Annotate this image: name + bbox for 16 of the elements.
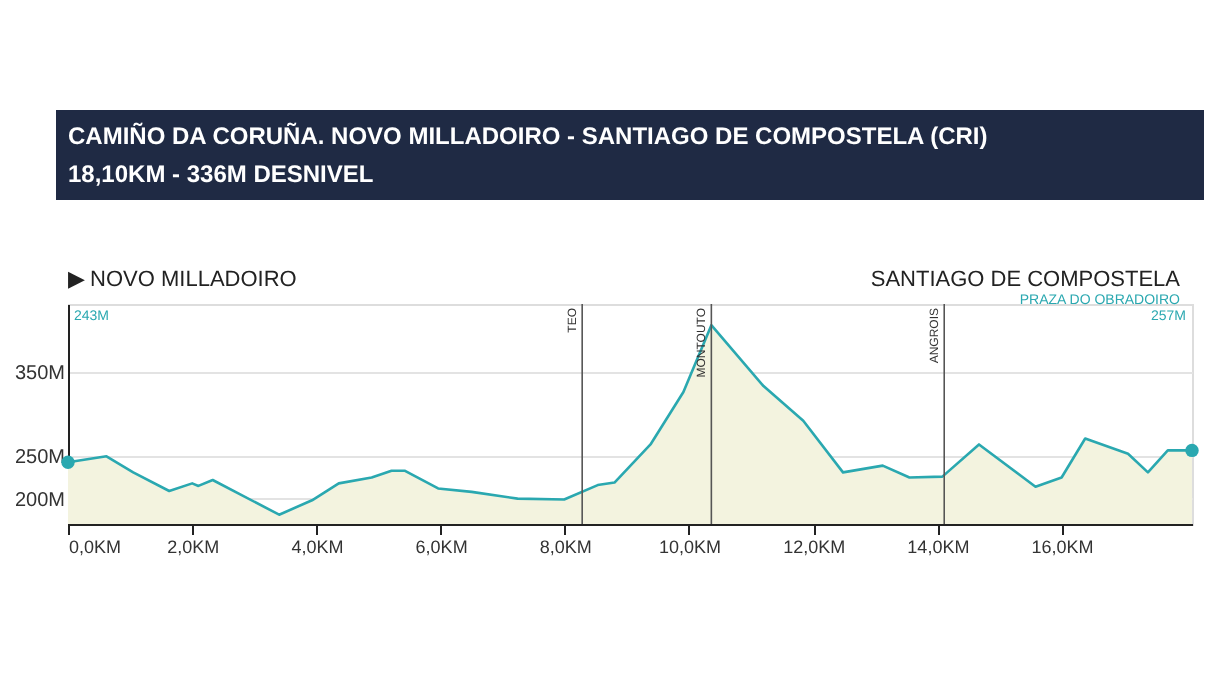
x-tick-label: 12,0KM (783, 537, 846, 557)
y-tick-label: 250M (14, 447, 65, 470)
text: SANTIAGO DE COMPOSTELA (870, 268, 1182, 292)
text: ▶ NOVO MILLADOIRO (68, 268, 298, 292)
x-tick-label: 10,0KM (658, 537, 722, 557)
x-tick-label: 14,0KM (907, 537, 970, 557)
chart-title: CAMIÑO DA CORUÑA. NOVO MILLADOIRO - SANTIAGO DE COMPOSTELA (CRI) (68, 122, 988, 150)
y-tick-label: 350M (14, 362, 65, 385)
x-tick-label: 8,0KM (539, 537, 592, 557)
x-tick-label: 16,0KM (1031, 537, 1094, 557)
x-tick-label: 4,0KM (291, 537, 344, 557)
x-tick-label: 2,0KM (167, 537, 220, 557)
chart-subtitle: 18,10KM - 336M DESNIVEL (68, 160, 374, 188)
x-tick-label: 0,0KM (69, 537, 122, 557)
y-tick-label: 200M (14, 489, 65, 512)
x-tick-label: 6,0KM (415, 537, 468, 557)
